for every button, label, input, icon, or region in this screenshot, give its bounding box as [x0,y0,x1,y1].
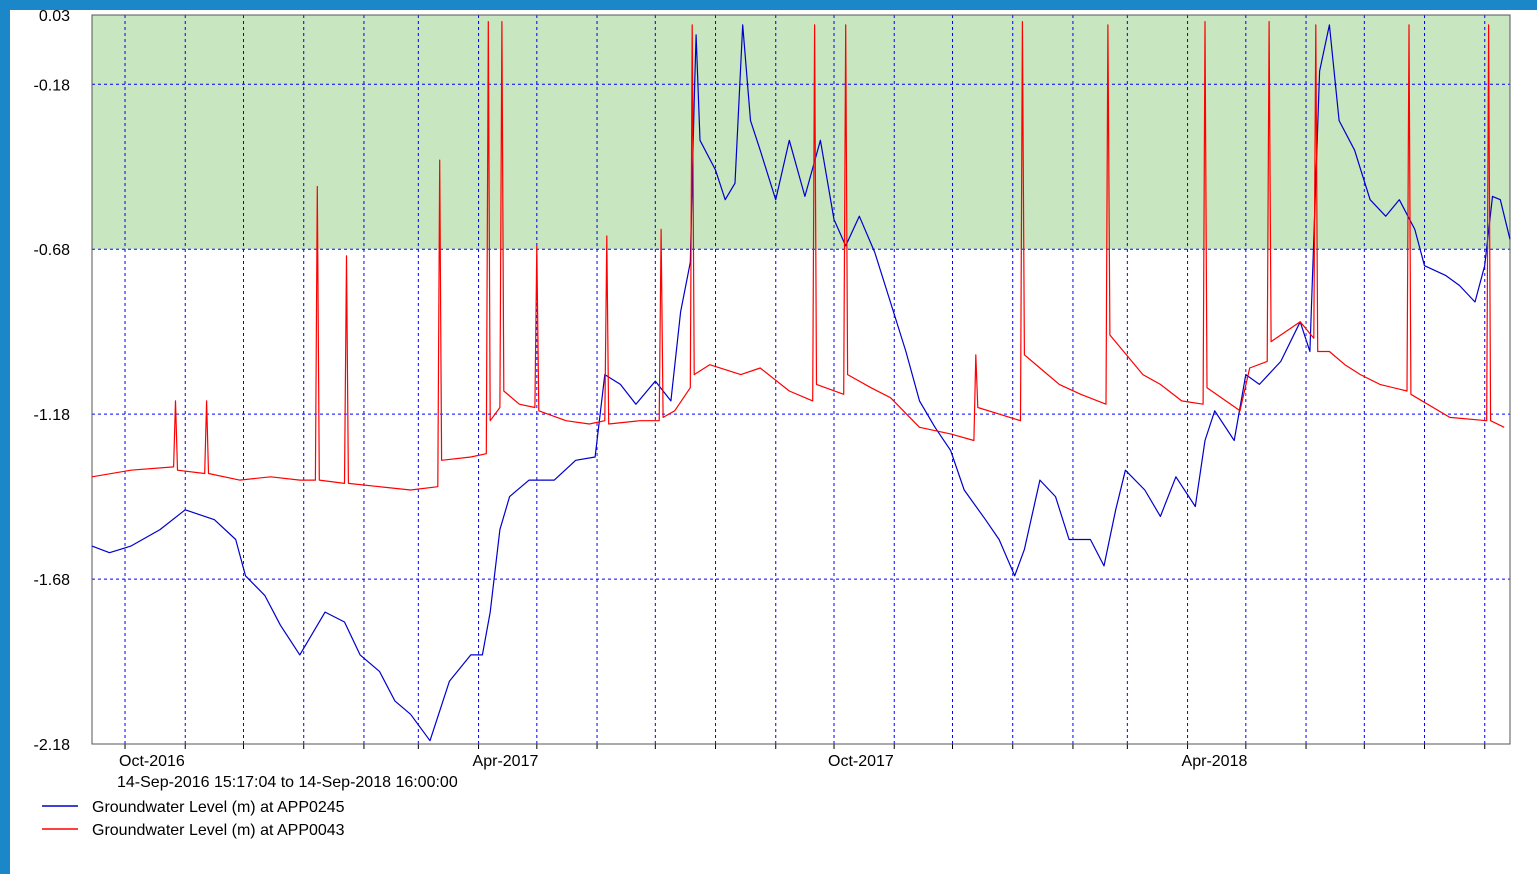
plot-frame [91,14,1511,745]
y-tick-label: -2.18 [34,737,71,754]
y-tick-label: -1.68 [34,572,71,589]
y-tick-label: -0.68 [34,242,71,259]
subtitle: 14-Sep-2016 15:17:04 to 14-Sep-2018 16:0… [117,774,458,791]
x-tick-label: Apr-2018 [1182,753,1248,770]
x-tick-label: Oct-2017 [828,753,894,770]
x-tick-label: Oct-2016 [119,753,185,770]
y-tick-label: -0.18 [34,77,71,94]
series-line [91,24,1511,742]
series-line [91,21,1505,491]
legend-label: Groundwater Level (m) at APP0043 [92,822,345,839]
threshold-band [92,15,1510,250]
y-tick-label: -1.18 [34,407,71,424]
x-tick-label: Apr-2017 [473,753,539,770]
legend-label: Groundwater Level (m) at APP0245 [92,799,345,816]
y-tick-label: 0.03 [39,8,70,25]
